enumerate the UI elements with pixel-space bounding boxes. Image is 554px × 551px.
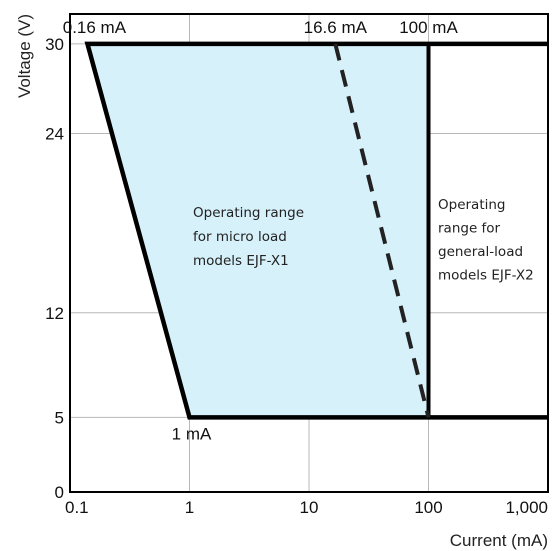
micro-region-label-line: for micro load xyxy=(193,229,287,245)
micro-region-label-line: models EJF-X1 xyxy=(193,253,289,269)
point-annotation: 1 mA xyxy=(172,424,212,443)
micro-region-label-line: Operating range xyxy=(193,205,304,221)
x-tick-label: 10 xyxy=(300,498,319,517)
y-tick-label: 0 xyxy=(55,483,64,502)
axis-ticks: 0.1 1 10 100 1,000 0 5 12 24 30 xyxy=(45,35,548,517)
y-axis-label: Voltage (V) xyxy=(15,14,34,98)
x-tick-label: 0.1 xyxy=(65,498,89,517)
y-tick-label: 30 xyxy=(45,35,64,54)
general-region-label-line: range for xyxy=(438,221,501,237)
region-labels: Operating range for micro load models EJF-… xyxy=(193,197,534,284)
fill-layer xyxy=(87,43,429,418)
y-tick-label: 12 xyxy=(45,304,64,323)
x-tick-label: 1,000 xyxy=(505,498,548,517)
point-annotation: 100 mA xyxy=(399,18,458,37)
annotations: 0.16 mA 16.6 mA 100 mA 1 mA xyxy=(63,18,459,443)
point-annotation: 16.6 mA xyxy=(304,18,368,37)
x-tick-label: 1 xyxy=(185,498,194,517)
solid-boundary-line xyxy=(84,41,548,420)
micro-load-operating-region xyxy=(87,43,429,418)
y-tick-label: 24 xyxy=(45,125,64,144)
point-annotation: 0.16 mA xyxy=(63,18,127,37)
y-tick-label: 5 xyxy=(55,408,64,427)
general-region-label-line: models EJF-X2 xyxy=(438,268,534,284)
plot-frame xyxy=(69,13,549,493)
boundary-lines xyxy=(84,41,548,420)
dashed-boundary-line xyxy=(333,43,431,418)
x-tick-label: 100 xyxy=(414,498,442,517)
general-region-label-line: general-load xyxy=(438,244,523,260)
x-axis-label: Current (mA) xyxy=(450,531,548,550)
general-region-label-line: Operating xyxy=(438,197,506,213)
